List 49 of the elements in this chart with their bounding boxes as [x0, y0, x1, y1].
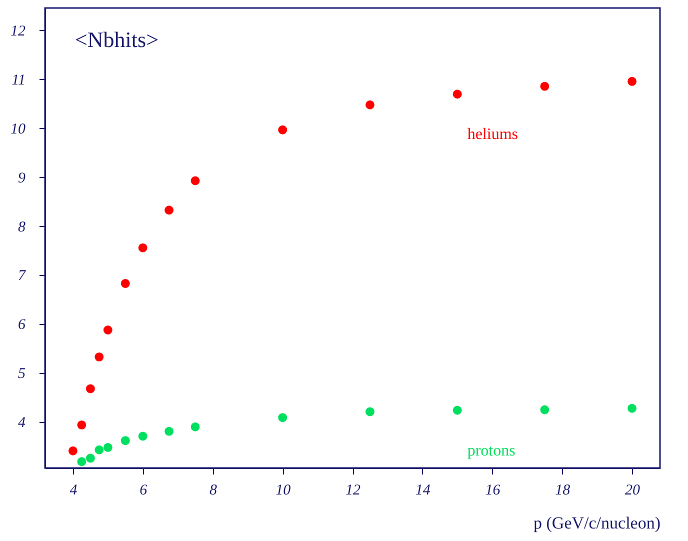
series-label: protons	[467, 442, 516, 460]
point	[138, 243, 148, 252]
x-axis-title: p (GeV/c/nucleon)	[534, 514, 660, 532]
y-tick-label: 9	[18, 170, 26, 186]
x-tick-label: 10	[276, 482, 292, 498]
y-tick-label: 11	[12, 72, 26, 88]
point	[86, 384, 95, 394]
point	[366, 100, 374, 110]
x-tick-label: 20	[625, 482, 641, 498]
point	[190, 176, 200, 186]
point	[120, 436, 130, 446]
point	[540, 82, 550, 91]
y-tick-label: 8	[18, 219, 26, 236]
point	[68, 446, 78, 456]
point	[77, 420, 86, 430]
point	[94, 352, 104, 362]
text: <Nbhits>	[75, 27, 158, 52]
point	[164, 206, 174, 215]
y-tick-label: 5	[18, 366, 26, 382]
point	[452, 406, 462, 415]
point	[103, 442, 112, 452]
y-tick-label: 12	[10, 24, 26, 40]
x-tick-label: 8	[209, 482, 218, 498]
x-tick-label: 6	[140, 482, 148, 498]
y-tick-label: 4	[18, 415, 26, 432]
point	[120, 279, 130, 288]
x-tick-label: 4	[70, 482, 78, 498]
point	[138, 432, 148, 441]
point	[77, 457, 86, 466]
point	[103, 326, 112, 334]
point	[452, 90, 462, 99]
point	[164, 426, 174, 436]
y-tick-label: 7	[18, 268, 27, 284]
point	[190, 422, 200, 432]
point	[278, 413, 288, 422]
point	[366, 407, 374, 416]
y-tick-label: 10	[10, 121, 26, 138]
point	[94, 445, 104, 454]
point	[540, 405, 550, 414]
point	[628, 404, 637, 413]
x-tick-label: 18	[555, 482, 571, 498]
point	[86, 454, 95, 463]
series-label: heliums	[467, 126, 518, 144]
x-tick-label: 16	[485, 482, 501, 498]
x-tick-label: 12	[346, 482, 361, 498]
point	[628, 76, 637, 86]
y-tick-label: 6	[18, 317, 26, 334]
x-tick-label: 14	[415, 482, 431, 498]
point	[278, 125, 288, 134]
